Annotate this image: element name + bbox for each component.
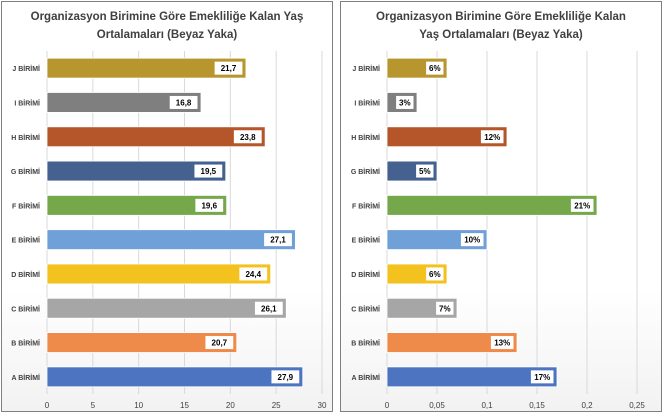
bar <box>46 332 238 353</box>
data-label-box <box>569 197 595 213</box>
category-label: A BİRİMİ <box>11 374 40 382</box>
x-tick-label: 5 <box>91 401 96 410</box>
data-label-box <box>529 369 555 385</box>
x-tick-label: 25 <box>272 401 281 410</box>
bar <box>386 126 508 148</box>
bar <box>46 57 247 79</box>
category-label: C BİRİMİ <box>351 305 380 313</box>
bar <box>386 332 518 353</box>
bar <box>46 263 272 285</box>
data-label: 6% <box>429 270 441 279</box>
data-label-box <box>253 300 284 316</box>
chart-title-line-1: Organizasyon Birimine Göre Emekliliğe Ka… <box>376 11 626 23</box>
category-label: B BİRİMİ <box>11 340 40 348</box>
data-label-box <box>270 369 301 385</box>
data-label-box <box>204 335 235 351</box>
data-label: 3% <box>399 98 411 107</box>
data-label: 26,1 <box>261 304 277 313</box>
x-tick-label: 10 <box>134 401 143 410</box>
data-label: 23,8 <box>240 133 256 142</box>
data-label: 19,6 <box>201 201 217 210</box>
data-label-box <box>425 60 445 76</box>
chart-panel-left: Organizasyon Birimine Göre Emekliliğe Ka… <box>1 1 333 412</box>
bar <box>46 195 228 216</box>
category-label: I BİRİMİ <box>14 99 40 107</box>
category-label: C BİRİMİ <box>11 305 40 313</box>
bar <box>386 366 558 388</box>
category-label: E BİRİMİ <box>12 237 40 245</box>
data-label-box <box>395 94 415 110</box>
chart-title-line-2: Ortalamaları (Beyaz Yaka) <box>96 29 238 41</box>
chart-title: Organizasyon Birimine Göre Emekliliğe Ka… <box>341 8 661 44</box>
data-label: 16,8 <box>176 98 192 107</box>
category-label: G BİRİMİ <box>11 168 40 176</box>
x-tick-label: 0,15 <box>529 401 545 410</box>
category-label: B BİRİMİ <box>351 340 380 348</box>
bar <box>46 229 296 250</box>
data-label-box <box>459 232 485 248</box>
x-tick-label: 30 <box>318 401 327 410</box>
data-label-box <box>238 266 269 282</box>
category-label: H BİRİMİ <box>351 134 380 142</box>
data-label-box <box>193 163 224 179</box>
data-label: 17% <box>534 373 550 382</box>
bar-chart-plot: 0 5 10 15 20 25 30 J BİRİMİ 21,7 I BİRİMİ 16,8 H Bİ… <box>11 51 327 410</box>
category-label: D BİRİMİ <box>11 271 40 279</box>
category-label: G BİRİMİ <box>351 168 380 176</box>
data-label: 6% <box>429 64 441 73</box>
data-label: 10% <box>464 236 480 245</box>
data-label-box <box>425 266 445 282</box>
bar <box>46 366 304 388</box>
chart-title-line-2: Yaş Ortalamaları (Beyaz Yaka) <box>419 29 583 41</box>
x-tick-label: 0,05 <box>429 401 445 410</box>
x-tick-label: 20 <box>226 401 235 410</box>
data-label-box <box>194 197 225 213</box>
data-label-box <box>415 163 435 179</box>
x-tick-label: 0,25 <box>629 401 645 410</box>
x-tick-label: 0 <box>385 401 390 410</box>
category-label: J BİRİMİ <box>12 65 40 73</box>
category-label: D BİRİMİ <box>351 271 380 279</box>
data-label: 24,4 <box>245 270 261 279</box>
bar-chart-plot: 0 0,05 0,1 0,15 0,2 0,25 J BİRİMİ 6% I BİRİMİ 3% H… <box>351 51 645 410</box>
data-label-box <box>263 232 293 248</box>
bar <box>46 297 287 319</box>
bar <box>46 126 266 148</box>
x-tick-label: 0,1 <box>481 401 493 410</box>
data-label: 12% <box>484 133 500 142</box>
bar <box>46 92 202 113</box>
data-label-box <box>168 94 199 110</box>
chart-title: Organizasyon Birimine Göre Emekliliğe Ka… <box>2 8 332 44</box>
data-label: 21,7 <box>221 64 237 73</box>
chart-panel-right: Organizasyon Birimine Göre Emekliliğe Ka… <box>340 1 662 412</box>
data-label: 27,1 <box>270 236 286 245</box>
category-label: E BİRİMİ <box>352 237 380 245</box>
data-label: 20,7 <box>212 339 228 348</box>
category-label: F BİRİMİ <box>12 202 40 210</box>
category-label: H BİRİMİ <box>11 134 40 142</box>
data-label: 19,5 <box>201 167 217 176</box>
data-label-box <box>232 129 263 145</box>
category-label: I BİRİMİ <box>354 99 380 107</box>
x-tick-label: 0 <box>45 401 50 410</box>
data-label: 21% <box>574 201 590 210</box>
data-label: 7% <box>439 304 451 313</box>
chart-title-line-1: Organizasyon Birimine Göre Emekliliğe Ka… <box>30 11 304 23</box>
x-tick-label: 0,2 <box>581 401 593 410</box>
data-label: 5% <box>419 167 431 176</box>
data-label: 13% <box>494 339 510 348</box>
data-label-box <box>213 60 244 76</box>
category-label: A BİRİMİ <box>351 374 380 382</box>
data-label-box <box>489 335 515 351</box>
category-label: J BİRİMİ <box>352 65 380 73</box>
data-label: 27,9 <box>278 373 294 382</box>
category-label: F BİRİMİ <box>352 202 380 210</box>
data-label-box <box>479 129 505 145</box>
bar <box>46 160 227 182</box>
bar <box>386 195 598 216</box>
data-label-box <box>435 300 455 316</box>
x-tick-label: 15 <box>180 401 189 410</box>
